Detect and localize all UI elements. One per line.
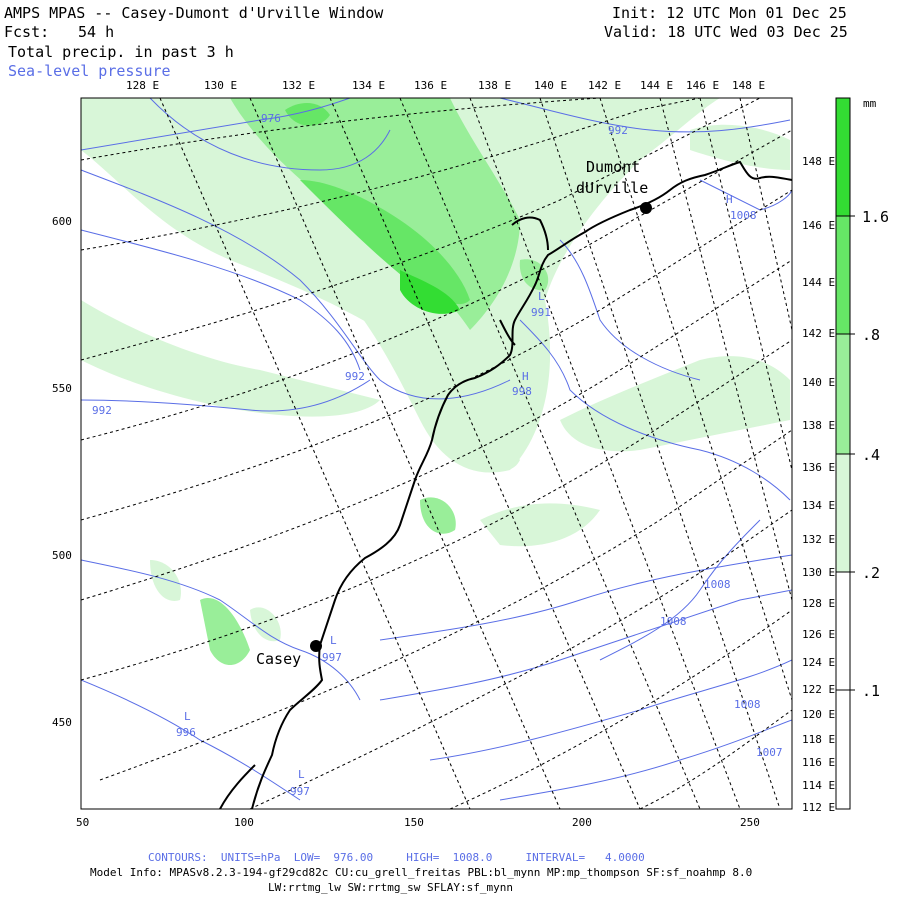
right-lon-label: 114 E <box>802 779 836 792</box>
pressure-contours <box>81 98 792 801</box>
x-axis-label: 150 <box>404 816 424 829</box>
right-lon-label: 148 E <box>802 155 836 168</box>
right-lon-label: 132 E <box>802 533 836 546</box>
right-lon-label: 126 E <box>802 628 836 641</box>
colorbar-swatch-6 <box>836 690 850 809</box>
top-lon-label: 136 E <box>414 79 448 92</box>
colorbar-label: .2 <box>862 564 881 582</box>
contour-info: CONTOURS: UNITS=hPa LOW= 976.00 HIGH= 10… <box>148 851 645 864</box>
top-lon-label: 132 E <box>282 79 316 92</box>
model-info-line-2: LW:rrtmg_lw SW:rrtmg_sw SFLAY:sf_mynn <box>268 881 514 894</box>
pressure-label: 1008 <box>730 209 757 222</box>
colorbar-unit: mm <box>863 97 877 110</box>
pressure-center-value: 998 <box>512 385 532 398</box>
pressure-center-value: 991 <box>531 306 551 319</box>
pressure-label: 1007 <box>756 746 783 759</box>
top-lon-label: 142 E <box>588 79 622 92</box>
colorbar-label: 1.6 <box>862 208 890 226</box>
right-lon-label: 124 E <box>802 656 836 669</box>
pressure-label: 992 <box>92 404 112 417</box>
y-axis-label: 550 <box>52 382 72 395</box>
right-lon-label: 116 E <box>802 756 836 769</box>
dumont-station-marker <box>640 202 652 214</box>
model-info-line-1: Model Info: MPASv8.2.3-194-gf29cd82c CU:… <box>90 866 753 879</box>
colorbar-label: .1 <box>862 682 881 700</box>
pressure-center-value: 997 <box>290 785 310 798</box>
right-lon-label: 120 E <box>802 708 836 721</box>
pressure-center-value: 997 <box>322 651 342 664</box>
x-axis-label: 200 <box>572 816 592 829</box>
right-lon-label: 118 E <box>802 733 836 746</box>
right-lon-label: 138 E <box>802 419 836 432</box>
right-lon-label: 130 E <box>802 566 836 579</box>
colorbar-swatch-3 <box>836 334 850 454</box>
pressure-center-letter: L <box>298 768 305 781</box>
pressure-label: 992 <box>608 124 628 137</box>
coastline <box>219 160 792 809</box>
top-lon-label: 148 E <box>732 79 766 92</box>
forecast-label: Fcst: <box>4 23 50 41</box>
pressure-center-letter: H <box>522 370 529 383</box>
right-lon-label: 122 E <box>802 683 836 696</box>
pressure-center-letter: H <box>726 193 733 206</box>
x-axis-label: 100 <box>234 816 254 829</box>
colorbar-label: .4 <box>862 446 881 464</box>
station-name: dUrville <box>576 179 649 197</box>
casey-station-marker <box>310 640 322 652</box>
field-name: Total precip. in past 3 h <box>8 43 234 61</box>
pressure-label: 976 <box>261 112 281 125</box>
top-lon-label: 140 E <box>534 79 568 92</box>
pressure-label: 1008 <box>660 615 687 628</box>
init-time: Init: 12 UTC Mon 01 Dec 25 <box>612 4 847 22</box>
top-lon-label: 144 E <box>640 79 674 92</box>
overlay-name: Sea-level pressure <box>8 62 171 80</box>
colorbar-swatch-4 <box>836 454 850 572</box>
pressure-label: 1008 <box>704 578 731 591</box>
right-lon-label: 128 E <box>802 597 836 610</box>
map-title: AMPS MPAS -- Casey-Dumont d'Urville Wind… <box>4 4 384 22</box>
right-lon-label: 146 E <box>802 219 836 232</box>
pressure-center-letter: L <box>538 290 545 303</box>
pressure-center-letter: L <box>330 634 337 647</box>
top-lon-label: 130 E <box>204 79 238 92</box>
top-lon-label: 134 E <box>352 79 386 92</box>
right-lon-label: 142 E <box>802 327 836 340</box>
pressure-center-letter: L <box>184 710 191 723</box>
right-lon-label: 112 E <box>802 801 836 814</box>
x-axis-label: 50 <box>76 816 90 829</box>
top-lon-label: 138 E <box>478 79 512 92</box>
forecast-value: 54 h <box>78 23 115 41</box>
right-lon-label: 136 E <box>802 461 836 474</box>
station-name: Dumont <box>586 158 641 176</box>
station-name: Casey <box>256 650 302 668</box>
pressure-center-value: 996 <box>176 726 196 739</box>
right-lon-label: 144 E <box>802 276 836 289</box>
x-axis-label: 250 <box>740 816 760 829</box>
colorbar-swatch-5 <box>836 572 850 690</box>
precip-shading <box>81 98 790 665</box>
y-axis-label: 600 <box>52 215 72 228</box>
pressure-label: 1008 <box>734 698 761 711</box>
pressure-label: 992 <box>345 370 365 383</box>
plot-frame <box>80 97 793 810</box>
y-axis-label: 450 <box>52 716 72 729</box>
colorbar-swatch-2 <box>836 216 850 334</box>
valid-time: Valid: 18 UTC Wed 03 Dec 25 <box>604 23 848 41</box>
top-lon-label: 146 E <box>686 79 720 92</box>
right-lon-label: 134 E <box>802 499 836 512</box>
y-axis-label: 500 <box>52 549 72 562</box>
top-lon-label: 128 E <box>126 79 160 92</box>
colorbar-swatch-1 <box>836 98 850 216</box>
colorbar-label: .8 <box>862 326 881 344</box>
right-lon-label: 140 E <box>802 376 836 389</box>
colorbar <box>835 97 855 810</box>
